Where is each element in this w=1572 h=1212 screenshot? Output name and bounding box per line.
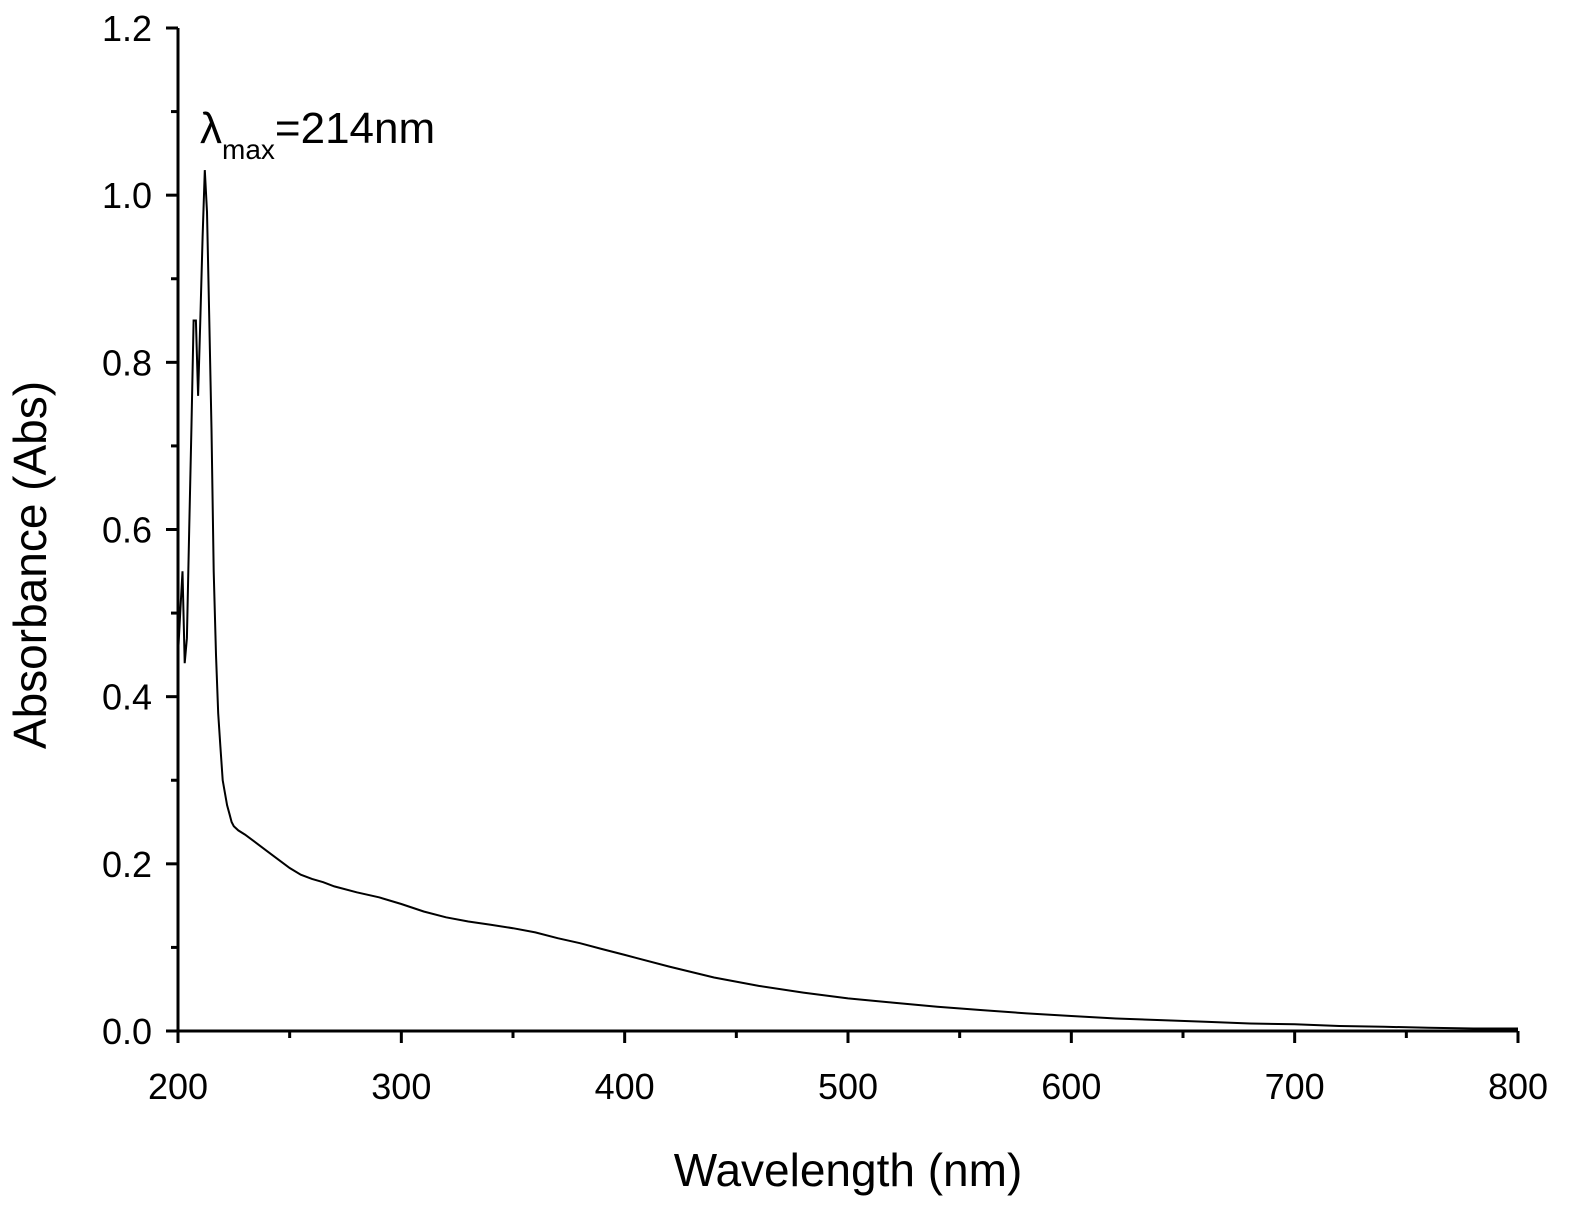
lambda-symbol: λ: [200, 104, 222, 153]
y-tick-label: 0.6: [102, 510, 152, 551]
y-tick-label: 0.4: [102, 677, 152, 718]
x-axis-tick-labels: 200 300 400 500 600 700 800: [148, 1066, 1548, 1107]
x-tick-label: 200: [148, 1066, 208, 1107]
absorbance-series-line: [177, 170, 1518, 1030]
y-axis-ticks: [166, 26, 178, 1033]
x-tick-label: 400: [595, 1066, 655, 1107]
y-tick-label: 0.0: [102, 1011, 152, 1052]
svg-text:λmax=214nm: λmax=214nm: [200, 104, 435, 165]
y-axis-tick-labels: 0.0 0.2 0.4 0.6 0.8 1.0 1.2: [102, 8, 152, 1052]
y-tick-label: 0.2: [102, 844, 152, 885]
x-tick-label: 600: [1041, 1066, 1101, 1107]
y-axis-title: Absorbance (Abs): [4, 381, 56, 749]
x-axis-title: Wavelength (nm): [674, 1144, 1023, 1196]
lambda-value: =214nm: [275, 104, 435, 153]
x-tick-label: 300: [371, 1066, 431, 1107]
lambda-max-annotation: λmax=214nm: [200, 104, 435, 165]
axes: [176, 28, 1518, 1033]
lambda-subscript: max: [222, 134, 275, 165]
x-tick-label: 500: [818, 1066, 878, 1107]
x-tick-label: 700: [1265, 1066, 1325, 1107]
y-tick-label: 0.8: [102, 342, 152, 383]
y-tick-label: 1.0: [102, 175, 152, 216]
x-tick-label: 800: [1488, 1066, 1548, 1107]
x-axis-ticks: [176, 1031, 1520, 1043]
y-tick-label: 1.2: [102, 8, 152, 49]
